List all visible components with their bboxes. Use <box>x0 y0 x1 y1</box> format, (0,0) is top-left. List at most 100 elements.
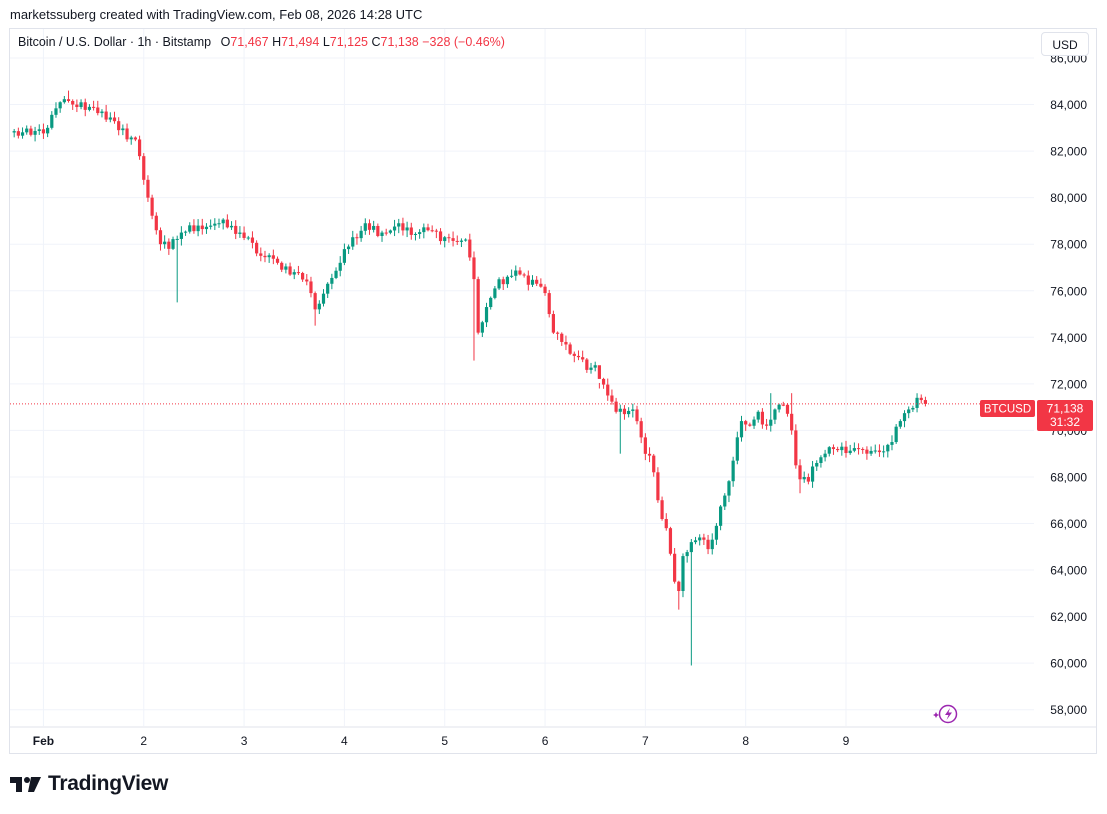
candle <box>104 104 108 122</box>
currency-button[interactable]: USD <box>1041 32 1089 56</box>
candle-body <box>622 408 627 415</box>
tradingview-logo[interactable]: TradingView <box>10 772 168 796</box>
candle-body <box>748 424 752 426</box>
candle <box>840 442 844 456</box>
candle-body <box>267 255 271 258</box>
candle-body <box>597 365 601 379</box>
candle <box>255 240 259 257</box>
candle-body <box>760 411 764 425</box>
candle <box>75 99 79 113</box>
candle-body <box>451 238 455 241</box>
candle <box>656 467 660 503</box>
candle <box>29 125 33 137</box>
candle <box>727 480 731 503</box>
candles <box>12 90 928 666</box>
y-tick-label: 62,000 <box>1050 610 1087 624</box>
candle-body <box>493 288 497 298</box>
candle <box>781 401 785 407</box>
candle <box>242 226 246 241</box>
candle-body <box>510 275 514 277</box>
chart-frame[interactable] <box>9 28 1097 754</box>
x-tick-label: 7 <box>642 734 649 748</box>
candle-body <box>117 121 121 131</box>
candle <box>627 407 631 418</box>
candle <box>693 536 698 545</box>
candle-body <box>367 223 372 230</box>
candle <box>815 460 819 471</box>
candle <box>288 262 292 276</box>
candle-body <box>238 232 242 234</box>
chart-credit: marketssuberg created with TradingView.c… <box>10 7 423 22</box>
candle <box>129 135 133 145</box>
candle-body <box>380 232 384 236</box>
candle-body <box>902 413 907 422</box>
candle-body <box>484 307 489 323</box>
symbol-description[interactable]: Bitcoin / U.S. Dollar · 1h · Bitstamp <box>18 35 212 49</box>
candle <box>551 310 555 335</box>
candle-body <box>338 262 342 271</box>
candle-body <box>392 226 397 231</box>
candle <box>698 534 702 546</box>
candle-body <box>79 102 83 108</box>
candle <box>438 228 443 245</box>
candle <box>714 523 719 545</box>
candle <box>418 229 422 239</box>
candle <box>209 219 213 230</box>
candle-body <box>321 293 326 304</box>
candle <box>192 219 196 234</box>
candle <box>919 394 923 404</box>
close-label: C <box>371 35 381 49</box>
candle-body <box>831 447 836 450</box>
candle <box>530 275 535 287</box>
candle <box>413 232 418 241</box>
candle <box>882 445 886 458</box>
candle <box>723 493 727 511</box>
candle <box>652 453 656 477</box>
y-tick-label: 58,000 <box>1050 703 1087 717</box>
candle <box>313 291 317 326</box>
tradingview-logo-text: TradingView <box>48 772 169 795</box>
candle <box>401 217 405 236</box>
candle-body <box>104 111 108 120</box>
candle-body <box>29 128 33 135</box>
candle-body <box>501 279 505 285</box>
candle <box>409 222 413 240</box>
lightning-icon[interactable] <box>933 704 958 724</box>
price-tag-price: 71,138 <box>1047 402 1084 416</box>
candle-body <box>819 457 823 463</box>
candle <box>568 342 572 356</box>
candle <box>83 98 87 117</box>
candle-body <box>142 156 146 180</box>
close-value: 71,138 <box>380 35 419 49</box>
grid-lines <box>10 29 1034 726</box>
candle <box>112 111 117 124</box>
candle-body <box>618 408 622 412</box>
candle-body <box>923 400 928 404</box>
candle <box>514 265 518 281</box>
candle-body <box>802 477 806 480</box>
candle <box>664 513 668 531</box>
candle-body <box>798 465 802 480</box>
candle <box>777 403 781 413</box>
candle-body <box>480 322 484 333</box>
candle <box>836 446 840 453</box>
candle <box>338 256 342 277</box>
candle-body <box>209 225 213 227</box>
candle-body <box>225 219 229 228</box>
candle-body <box>785 404 790 414</box>
x-tick-label: 2 <box>140 734 147 748</box>
candle <box>405 221 409 238</box>
time-axis: 31Feb23456789 <box>10 726 1097 748</box>
candle <box>238 226 242 238</box>
candle <box>317 300 321 315</box>
candle <box>689 538 693 666</box>
candle-body <box>246 237 250 239</box>
candle <box>647 447 652 463</box>
candle-body <box>723 495 727 507</box>
candle <box>12 128 16 138</box>
candle-body <box>627 410 631 415</box>
candle <box>296 265 301 276</box>
candle-body <box>409 227 413 235</box>
candle <box>622 405 627 420</box>
